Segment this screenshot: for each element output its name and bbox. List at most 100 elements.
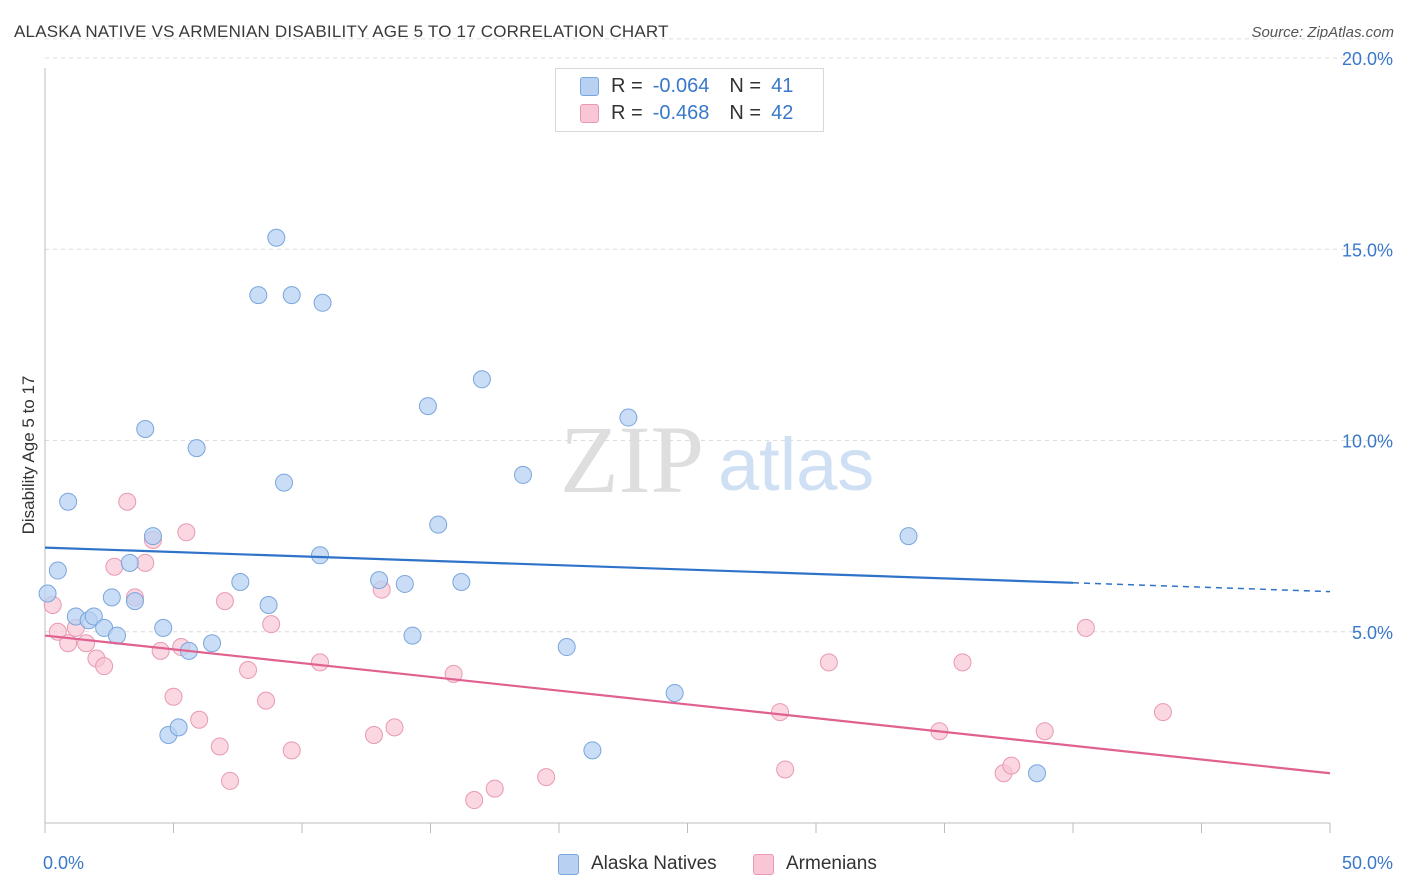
alaska-natives-point xyxy=(187,439,206,458)
alaska-natives-point xyxy=(169,718,188,737)
alaska-natives-point xyxy=(619,408,638,427)
legend-n-value: 41 xyxy=(771,74,794,97)
alaska-natives-points xyxy=(38,228,1047,783)
armenians-point xyxy=(1076,618,1095,637)
trend-lines xyxy=(44,546,1331,775)
armenians-point xyxy=(776,760,795,779)
y-axis-label: Disability Age 5 to 17 xyxy=(19,376,38,535)
legend-n-label: N = xyxy=(729,101,762,124)
axes xyxy=(44,68,1331,833)
alaska-natives-point xyxy=(38,584,57,603)
legend-r-value: -0.468 xyxy=(652,101,710,124)
armenians-point xyxy=(282,741,301,760)
alaska-natives-point xyxy=(125,592,144,611)
legend-swatch-pink xyxy=(580,103,599,123)
legend-r-label: R = xyxy=(611,101,643,124)
armenians-point xyxy=(262,615,281,634)
source-label: Source: ZipAtlas.com xyxy=(1251,24,1394,41)
alaska-natives-point xyxy=(282,286,301,305)
armenians-point xyxy=(485,779,504,798)
armenians-point xyxy=(771,703,790,722)
grid-lines xyxy=(45,38,1390,633)
x-tick-label: 0.0% xyxy=(43,853,84,873)
alaska-natives-point xyxy=(395,574,414,593)
armenians-point xyxy=(136,553,155,572)
alaska-natives-point xyxy=(59,492,78,511)
bottom-legend-label: Alaska Natives xyxy=(591,853,717,874)
y-tick-labels: 5.0% 10.0% 15.0% 20.0% xyxy=(1342,49,1393,643)
alaska-natives-point xyxy=(136,420,155,439)
armenians-point xyxy=(953,653,972,672)
alaska-natives-point xyxy=(102,588,121,607)
alaska-natives-point xyxy=(203,634,222,653)
x-tick-labels: 0.0% 50.0% xyxy=(43,853,1393,873)
alaska-natives-point xyxy=(249,286,268,305)
legend-n-label: N = xyxy=(729,74,762,97)
armenians-point xyxy=(239,661,258,679)
alaska-natives-point xyxy=(514,465,533,484)
armenians-point xyxy=(164,687,183,706)
bottom-legend-alaska-natives: Alaska Natives xyxy=(558,851,717,877)
y-tick-label: 15.0% xyxy=(1342,240,1393,260)
legend-r-value: -0.064 xyxy=(652,74,710,97)
armenians-point xyxy=(118,492,137,511)
alaska-natives-point xyxy=(154,618,173,637)
alaska-natives-point xyxy=(557,638,576,657)
alaska-natives-point xyxy=(275,473,294,492)
alaska-natives-point xyxy=(418,397,437,416)
armenians-point xyxy=(537,768,556,787)
watermark-atlas: atlas xyxy=(718,423,874,506)
armenians-point xyxy=(77,634,96,653)
armenians-point xyxy=(221,771,240,790)
alaska-natives-point xyxy=(259,595,278,614)
alaska-natives-trend-extension xyxy=(1072,582,1331,593)
alaska-natives-trend-line xyxy=(44,546,1074,584)
armenians-point xyxy=(257,691,276,710)
armenians-point xyxy=(95,657,114,676)
y-tick-label: 20.0% xyxy=(1342,49,1393,69)
armenians-point xyxy=(177,523,196,542)
armenians-point xyxy=(210,737,229,756)
armenians-point xyxy=(1002,756,1021,775)
alaska-natives-point xyxy=(310,546,329,565)
chart-title: ALASKA NATIVE VS ARMENIAN DISABILITY AGE… xyxy=(14,22,669,41)
alaska-natives-point xyxy=(899,527,918,546)
alaska-natives-point xyxy=(665,683,684,702)
legend-swatch-blue xyxy=(580,76,599,96)
alaska-natives-point xyxy=(84,607,103,626)
alaska-natives-point xyxy=(429,515,448,534)
correlation-legend: R = -0.064 N = 41 R = -0.468 N = 42 xyxy=(555,68,824,132)
bottom-legend-label: Armenians xyxy=(786,853,877,874)
alaska-natives-point xyxy=(267,228,286,247)
y-tick-label: 5.0% xyxy=(1352,623,1393,643)
alaska-natives-point xyxy=(370,571,389,590)
alaska-natives-point xyxy=(143,527,162,546)
armenians-point xyxy=(151,641,170,660)
bottom-legend-swatch-blue xyxy=(558,853,579,875)
legend-n-value: 42 xyxy=(771,101,794,124)
armenians-point xyxy=(215,592,234,611)
alaska-natives-point xyxy=(1028,764,1047,783)
armenians-point xyxy=(1035,722,1054,741)
legend-row-alaska-natives: R = -0.064 N = 41 xyxy=(580,74,793,98)
bottom-legend-swatch-pink xyxy=(753,853,774,875)
legend-row-armenians: R = -0.468 N = 42 xyxy=(580,101,793,125)
armenians-trend-line xyxy=(44,634,1331,775)
alaska-natives-point xyxy=(583,741,602,760)
alaska-natives-point xyxy=(120,553,139,572)
armenians-point xyxy=(1153,703,1172,722)
alaska-natives-point xyxy=(452,573,471,592)
armenians-point xyxy=(105,557,124,576)
armenians-point xyxy=(819,653,838,672)
x-tick-label: 50.0% xyxy=(1342,853,1393,873)
armenians-point xyxy=(310,653,329,672)
alaska-natives-point xyxy=(472,370,491,389)
armenians-point xyxy=(190,710,209,729)
armenians-point xyxy=(465,791,484,810)
y-tick-label: 10.0% xyxy=(1342,432,1393,452)
alaska-natives-point xyxy=(107,626,126,645)
armenians-point xyxy=(364,726,383,745)
alaska-natives-point xyxy=(313,293,332,312)
alaska-natives-point xyxy=(403,626,422,645)
